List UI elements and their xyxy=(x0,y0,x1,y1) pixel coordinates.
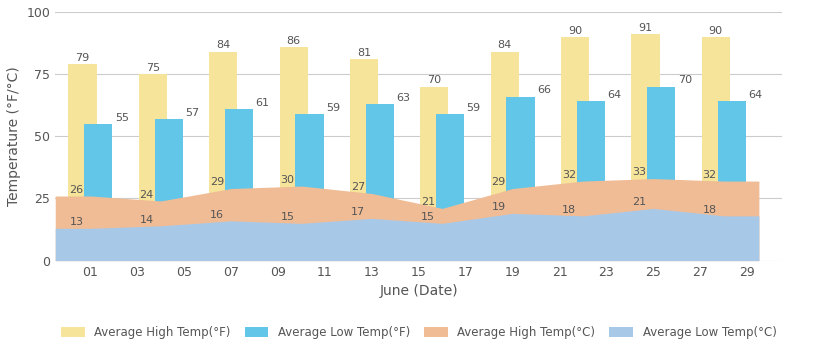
Text: 26: 26 xyxy=(69,185,83,195)
Text: 30: 30 xyxy=(281,175,295,185)
Text: 18: 18 xyxy=(702,205,716,215)
Text: 90: 90 xyxy=(709,26,723,35)
Text: 17: 17 xyxy=(351,207,365,217)
Y-axis label: Temperature (°F/°C): Temperature (°F/°C) xyxy=(7,66,21,206)
Text: 84: 84 xyxy=(216,41,231,50)
Bar xyxy=(632,34,660,261)
Text: 16: 16 xyxy=(210,210,224,220)
Text: 29: 29 xyxy=(491,177,505,187)
Bar xyxy=(436,114,464,261)
Bar xyxy=(280,47,308,261)
Text: 90: 90 xyxy=(568,26,582,35)
Text: 15: 15 xyxy=(281,212,295,222)
Text: 13: 13 xyxy=(70,217,83,227)
Text: 70: 70 xyxy=(427,75,442,85)
Bar xyxy=(561,37,589,261)
Text: 75: 75 xyxy=(146,63,160,73)
Text: 81: 81 xyxy=(357,48,371,58)
Text: 15: 15 xyxy=(421,212,435,222)
Text: 91: 91 xyxy=(638,23,652,33)
Bar xyxy=(209,52,237,261)
Bar xyxy=(506,97,535,261)
Text: 64: 64 xyxy=(748,90,762,100)
Bar xyxy=(420,87,448,261)
Text: 29: 29 xyxy=(210,177,224,187)
Legend: Average High Temp(°F), Average Low Temp(°F), Average High Temp(°C), Average Low : Average High Temp(°F), Average Low Temp(… xyxy=(56,321,781,344)
Bar xyxy=(68,64,96,261)
Text: 70: 70 xyxy=(677,75,691,85)
Bar xyxy=(139,74,167,261)
Text: 33: 33 xyxy=(632,167,647,177)
Text: 61: 61 xyxy=(256,98,270,108)
Bar xyxy=(491,52,519,261)
Text: 59: 59 xyxy=(466,103,481,113)
Text: 84: 84 xyxy=(497,41,512,50)
Text: 64: 64 xyxy=(608,90,622,100)
Text: 55: 55 xyxy=(115,113,129,123)
Bar xyxy=(225,109,253,261)
Text: 63: 63 xyxy=(396,93,410,103)
Text: 27: 27 xyxy=(351,182,365,192)
X-axis label: June (Date): June (Date) xyxy=(379,284,458,298)
Text: 14: 14 xyxy=(139,215,154,224)
Text: 18: 18 xyxy=(562,205,576,215)
Text: 66: 66 xyxy=(537,85,551,95)
Bar xyxy=(701,37,730,261)
Text: 86: 86 xyxy=(286,35,300,46)
Text: 24: 24 xyxy=(139,190,154,200)
Bar xyxy=(85,124,112,261)
Text: 21: 21 xyxy=(632,197,647,207)
Text: 19: 19 xyxy=(491,202,505,212)
Text: 32: 32 xyxy=(562,170,576,180)
Bar xyxy=(295,114,324,261)
Text: 32: 32 xyxy=(702,170,716,180)
Text: 21: 21 xyxy=(421,197,435,207)
Text: 79: 79 xyxy=(76,53,90,63)
Bar xyxy=(366,104,394,261)
Text: 57: 57 xyxy=(185,108,199,118)
Bar xyxy=(647,87,676,261)
Bar xyxy=(577,101,605,261)
Text: 59: 59 xyxy=(326,103,340,113)
Bar xyxy=(154,119,183,261)
Bar xyxy=(718,101,745,261)
Bar xyxy=(350,59,378,261)
